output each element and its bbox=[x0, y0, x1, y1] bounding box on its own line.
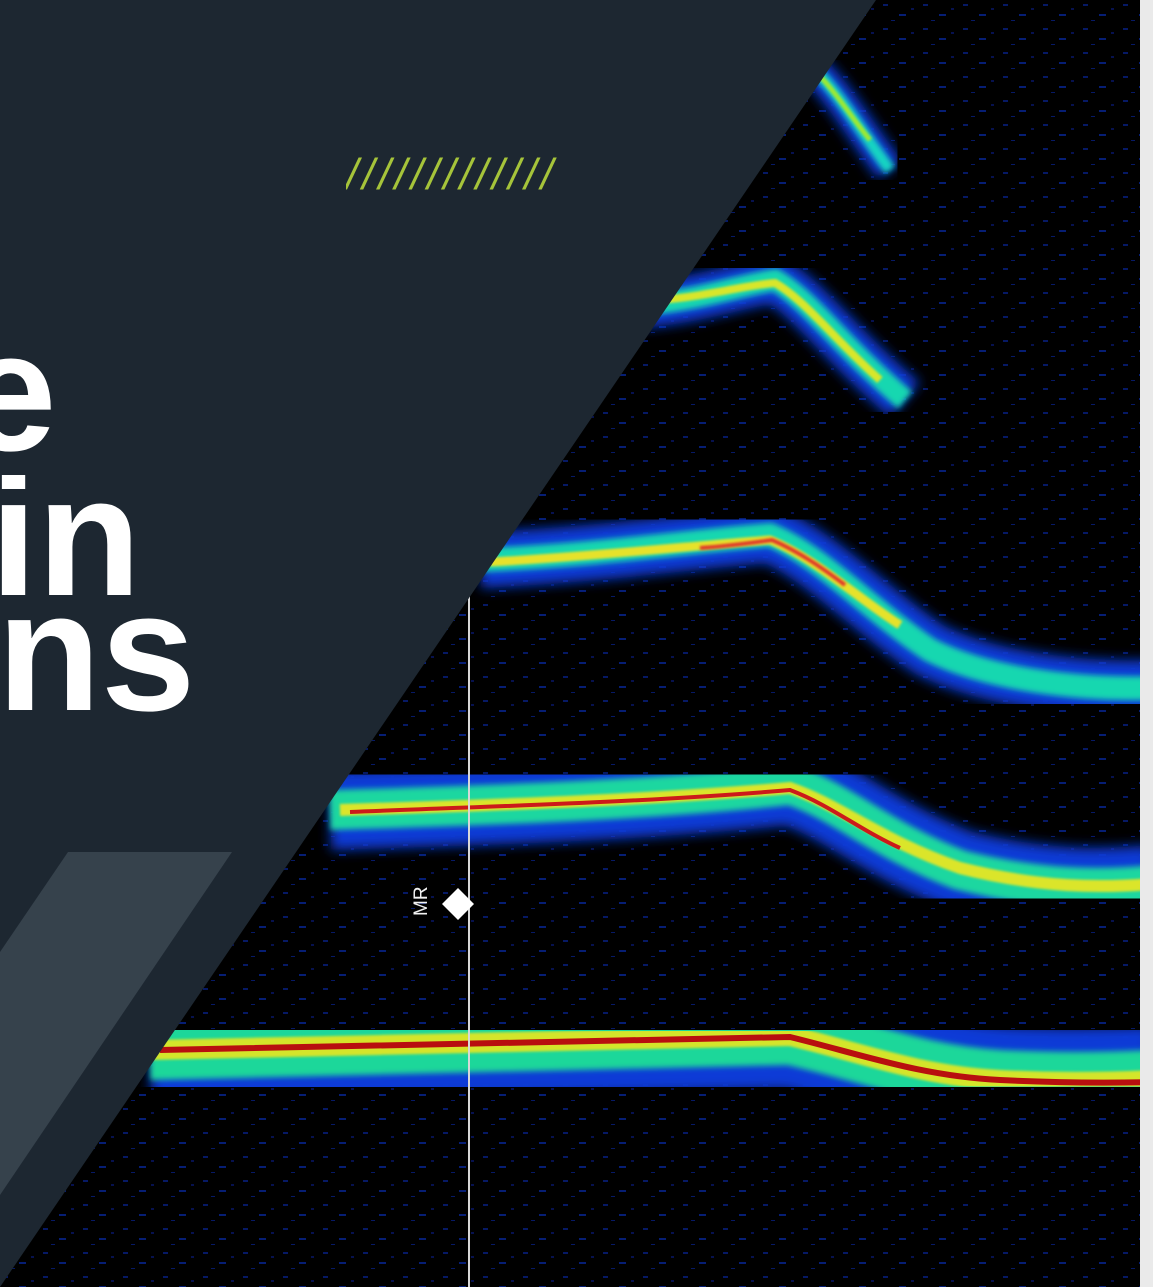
doppler-trace-2 bbox=[637, 256, 920, 418]
doppler-trace-4 bbox=[328, 744, 1153, 928]
marker-diamond bbox=[442, 888, 474, 920]
accent-slashes: ///////////// bbox=[346, 150, 557, 199]
doppler-trace-5 bbox=[140, 979, 1153, 1287]
doppler-trace-1 bbox=[804, 59, 903, 179]
doppler-trace-3 bbox=[478, 506, 1153, 717]
title-panel bbox=[0, 0, 876, 1287]
accent-shard bbox=[0, 852, 232, 1195]
title-line-1: e bbox=[0, 330, 57, 470]
title-line-3: ns bbox=[0, 590, 196, 730]
marker-label: MR bbox=[411, 886, 432, 916]
right-edge-strip bbox=[1140, 0, 1153, 1287]
title-line-2: in bbox=[0, 475, 142, 615]
